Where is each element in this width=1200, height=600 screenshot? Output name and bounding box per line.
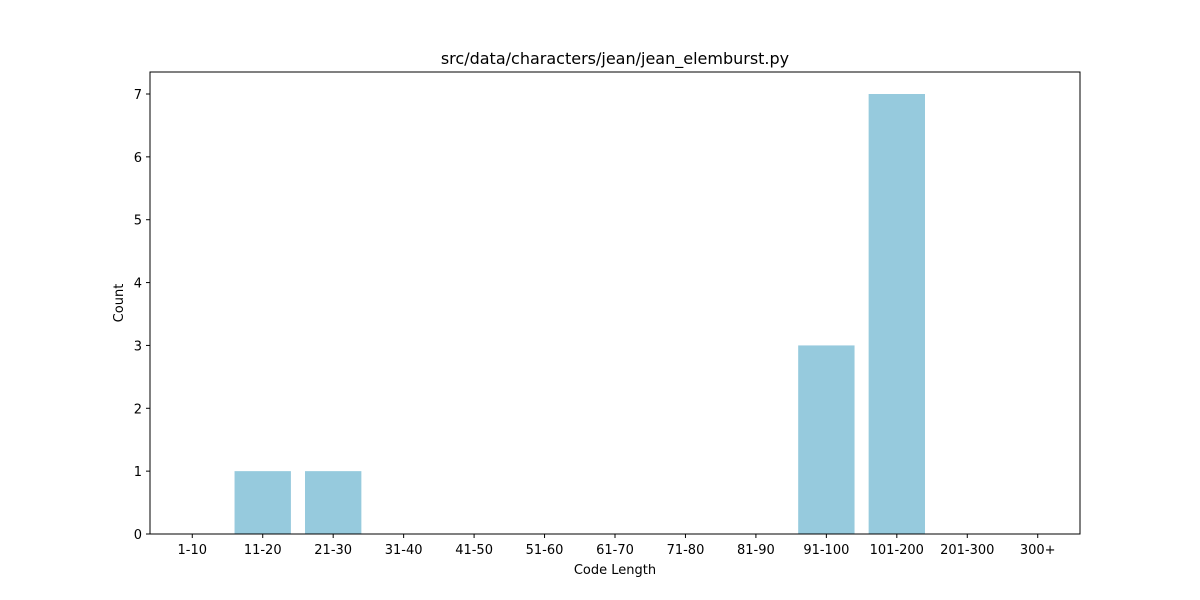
y-axis-label: Count (112, 284, 127, 323)
chart-title: src/data/characters/jean/jean_elemburst.… (441, 49, 789, 69)
x-axis-label: Code Length (574, 563, 656, 578)
x-tick-label: 51-60 (526, 543, 564, 558)
x-tick-label: 91-100 (803, 543, 849, 558)
x-tick-label: 61-70 (596, 543, 634, 558)
y-tick-label: 4 (134, 277, 142, 292)
bars-group (234, 94, 925, 534)
bar-91-100 (798, 345, 855, 534)
x-tick-label: 11-20 (244, 543, 282, 558)
x-tick-label: 101-200 (870, 543, 924, 558)
x-tick-label: 21-30 (314, 543, 352, 558)
x-tick-label: 201-300 (940, 543, 994, 558)
y-tick-label: 6 (134, 151, 142, 166)
x-tick-label: 41-50 (455, 543, 493, 558)
x-tick-label: 81-90 (737, 543, 775, 558)
x-tick-label: 1-10 (178, 543, 208, 558)
y-axis-ticks: 0 1 2 3 4 5 6 7 (134, 88, 150, 543)
bar-21-30 (305, 471, 362, 534)
bar-11-20 (234, 471, 291, 534)
y-tick-label: 0 (134, 528, 142, 543)
x-axis-ticks: 1-10 11-20 21-30 31-40 41-50 51-60 61-70 71-80 8… (178, 534, 1056, 558)
x-tick-label: 71-80 (667, 543, 705, 558)
y-tick-label: 7 (134, 88, 142, 103)
y-tick-label: 3 (134, 339, 142, 354)
bar-101-200 (868, 94, 925, 534)
y-tick-label: 2 (134, 402, 142, 417)
y-tick-label: 5 (134, 214, 142, 229)
x-tick-label: 31-40 (385, 543, 423, 558)
plot-area-frame (149, 71, 1081, 535)
y-tick-label: 1 (134, 465, 142, 480)
x-tick-label: 300+ (1020, 543, 1056, 558)
